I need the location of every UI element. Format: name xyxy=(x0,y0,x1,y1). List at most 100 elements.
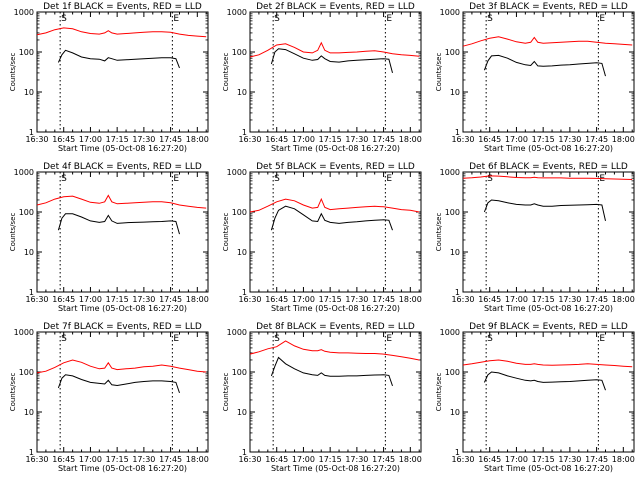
x-tick-label: 17:00 xyxy=(79,455,102,464)
x-tick-label: 17:00 xyxy=(505,295,528,304)
x-tick-label: 16:30 xyxy=(25,455,48,464)
plot-frame xyxy=(36,171,209,293)
x-tick-label: 17:45 xyxy=(585,295,608,304)
y-tick-label: 100 xyxy=(19,208,34,217)
y-tick-label: 10 xyxy=(237,248,247,257)
lld-series-line xyxy=(36,359,207,374)
panel-title: Det 9f BLACK = Events, RED = LLD xyxy=(469,322,628,332)
x-tick-label: 18:00 xyxy=(612,135,635,144)
y-tick-label: 1000 xyxy=(14,8,34,17)
x-tick-label: 16:45 xyxy=(52,295,75,304)
x-tick-label: 18:00 xyxy=(399,295,422,304)
y-tick-label: 100 xyxy=(232,208,247,217)
y-axis-label: Counts/sec xyxy=(435,53,443,92)
x-tick-label: 17:00 xyxy=(79,295,102,304)
y-tick-label: 10 xyxy=(237,408,247,417)
detector-panel-4: Det 4f BLACK = Events, RED = LLD 1 10 100 10… xyxy=(9,162,209,313)
end-marker-label: E xyxy=(173,174,179,184)
y-tick-label: 10 xyxy=(24,88,34,97)
y-tick-label: 1000 xyxy=(440,328,460,337)
y-tick-label: 100 xyxy=(445,368,460,377)
x-axis-label: Start Time (05-Oct-08 16:27:20) xyxy=(484,144,613,153)
end-marker-label: E xyxy=(599,14,605,24)
panel-title: Det 6f BLACK = Events, RED = LLD xyxy=(469,162,628,172)
x-tick-label: 17:15 xyxy=(106,295,129,304)
x-tick-label: 17:30 xyxy=(345,295,368,304)
x-tick-label: 17:45 xyxy=(585,455,608,464)
y-tick-label: 10 xyxy=(450,408,460,417)
x-axis-label: Start Time (05-Oct-08 16:27:20) xyxy=(484,464,613,473)
detector-panel-5: Det 5f BLACK = Events, RED = LLD 1 10 100 10… xyxy=(222,162,422,313)
end-marker-label: E xyxy=(173,14,179,24)
x-tick-label: 16:30 xyxy=(25,295,48,304)
x-tick-label: 16:45 xyxy=(265,455,288,464)
x-tick-label: 16:30 xyxy=(451,455,474,464)
x-tick-label: 17:00 xyxy=(292,295,315,304)
end-marker-label: E xyxy=(386,334,392,344)
events-series-line xyxy=(270,205,393,231)
y-tick-label: 100 xyxy=(19,368,34,377)
events-series-line xyxy=(57,49,180,69)
plot-frame xyxy=(462,11,635,133)
detector-panel-3: Det 3f BLACK = Events, RED = LLD 1 10 100 10… xyxy=(435,2,635,153)
x-tick-label: 17:45 xyxy=(372,295,395,304)
y-tick-label: 100 xyxy=(19,48,34,57)
y-axis-label: Counts/sec xyxy=(435,213,443,252)
events-series-line xyxy=(270,48,393,74)
plot-frame xyxy=(36,11,209,133)
y-tick-label: 1 xyxy=(242,288,247,297)
y-tick-label: 1000 xyxy=(227,328,247,337)
panel-title: Det 3f BLACK = Events, RED = LLD xyxy=(469,2,628,12)
start-marker-label: S xyxy=(61,334,67,344)
x-tick-label: 16:45 xyxy=(52,135,75,144)
lld-series-line xyxy=(462,36,633,47)
x-tick-label: 17:15 xyxy=(106,455,129,464)
detector-panel-1: Det 1f BLACK = Events, RED = LLD 1 10 100 10… xyxy=(9,2,209,153)
start-marker-label: S xyxy=(61,14,67,24)
x-tick-label: 17:30 xyxy=(558,455,581,464)
x-tick-label: 17:15 xyxy=(532,455,555,464)
x-tick-label: 17:15 xyxy=(532,295,555,304)
y-tick-label: 100 xyxy=(232,48,247,57)
x-axis-label: Start Time (05-Oct-08 16:27:20) xyxy=(271,144,400,153)
x-tick-label: 17:45 xyxy=(372,455,395,464)
start-marker-label: S xyxy=(61,174,67,184)
panel-title: Det 8f BLACK = Events, RED = LLD xyxy=(256,322,415,332)
x-tick-label: 17:00 xyxy=(505,455,528,464)
end-marker-label: E xyxy=(599,334,605,344)
x-tick-label: 16:45 xyxy=(478,455,501,464)
x-tick-label: 17:30 xyxy=(558,295,581,304)
lld-series-line xyxy=(462,175,633,180)
end-marker-label: E xyxy=(386,14,392,24)
y-axis-label: Counts/sec xyxy=(222,373,230,412)
y-tick-label: 1 xyxy=(455,128,460,137)
y-tick-label: 1 xyxy=(29,128,34,137)
x-tick-label: 16:30 xyxy=(238,455,261,464)
x-tick-label: 16:45 xyxy=(52,455,75,464)
x-tick-label: 16:30 xyxy=(238,135,261,144)
x-tick-label: 17:45 xyxy=(159,455,182,464)
lld-series-line xyxy=(249,41,420,58)
events-series-line xyxy=(270,356,393,387)
plot-frame xyxy=(462,331,635,453)
y-tick-label: 1000 xyxy=(440,8,460,17)
y-tick-label: 1000 xyxy=(227,168,247,177)
lld-series-line xyxy=(36,194,207,209)
x-tick-label: 17:45 xyxy=(159,295,182,304)
y-tick-label: 1 xyxy=(29,288,34,297)
y-tick-label: 1000 xyxy=(14,328,34,337)
y-tick-label: 100 xyxy=(445,48,460,57)
y-tick-label: 10 xyxy=(450,88,460,97)
y-axis-label: Counts/sec xyxy=(9,53,17,92)
panel-title: Det 5f BLACK = Events, RED = LLD xyxy=(256,162,415,172)
y-axis-label: Counts/sec xyxy=(222,213,230,252)
y-tick-label: 1000 xyxy=(227,8,247,17)
x-tick-label: 17:30 xyxy=(345,455,368,464)
y-axis-label: Counts/sec xyxy=(9,373,17,412)
y-axis-label: Counts/sec xyxy=(9,213,17,252)
x-tick-label: 17:00 xyxy=(79,135,102,144)
panel-title: Det 1f BLACK = Events, RED = LLD xyxy=(43,2,202,12)
x-tick-label: 16:45 xyxy=(265,295,288,304)
x-tick-label: 18:00 xyxy=(399,455,422,464)
